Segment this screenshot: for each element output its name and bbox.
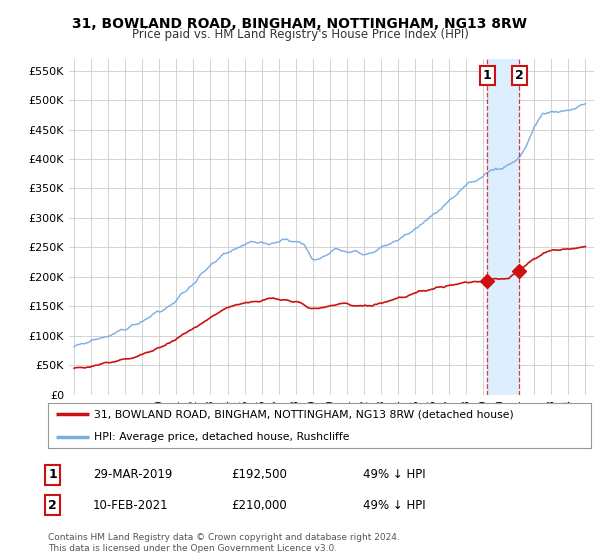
Bar	[487, 59, 519, 395]
Text: 2: 2	[515, 69, 524, 82]
Text: HPI: Average price, detached house, Rushcliffe: HPI: Average price, detached house, Rush…	[94, 432, 350, 442]
Text: 49% ↓ HPI: 49% ↓ HPI	[363, 498, 425, 512]
Text: 1: 1	[483, 69, 491, 82]
Text: 2: 2	[49, 498, 57, 512]
Text: 31, BOWLAND ROAD, BINGHAM, NOTTINGHAM, NG13 8RW (detached house): 31, BOWLAND ROAD, BINGHAM, NOTTINGHAM, N…	[94, 409, 514, 419]
Text: £210,000: £210,000	[231, 498, 287, 512]
Text: Contains HM Land Registry data © Crown copyright and database right 2024.
This d: Contains HM Land Registry data © Crown c…	[48, 533, 400, 553]
Text: Price paid vs. HM Land Registry's House Price Index (HPI): Price paid vs. HM Land Registry's House …	[131, 28, 469, 41]
Text: 10-FEB-2021: 10-FEB-2021	[93, 498, 169, 512]
Text: £192,500: £192,500	[231, 468, 287, 482]
Text: 29-MAR-2019: 29-MAR-2019	[93, 468, 172, 482]
Text: 31, BOWLAND ROAD, BINGHAM, NOTTINGHAM, NG13 8RW: 31, BOWLAND ROAD, BINGHAM, NOTTINGHAM, N…	[73, 17, 527, 31]
Text: 1: 1	[49, 468, 57, 482]
Text: 49% ↓ HPI: 49% ↓ HPI	[363, 468, 425, 482]
